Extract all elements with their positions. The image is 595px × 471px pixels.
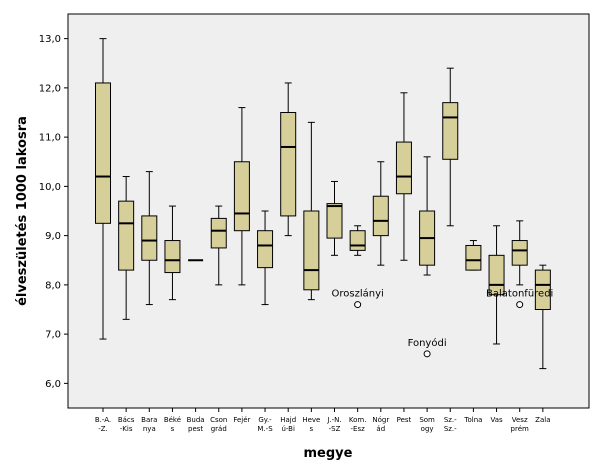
y-tick-label: 13,0 [39, 34, 61, 45]
box-18 [511, 220, 528, 286]
outlier-point [516, 301, 524, 309]
y-tick-label: 7,0 [45, 330, 61, 341]
x-tick-label: Nógr [372, 416, 389, 424]
outlier-label: Balatonfüredi [486, 289, 553, 300]
x-tick-label: Bara [141, 416, 157, 424]
boxes-layer [95, 38, 551, 370]
outlier-label: Fonyódi [408, 337, 447, 349]
x-tick-label: grád [211, 425, 227, 433]
x-tick-label: Hajd [280, 416, 296, 424]
x-tick-label: Sz.- [444, 416, 457, 424]
x-axis-title: megye [304, 446, 353, 461]
box-16 [465, 240, 482, 271]
outlier-label: Oroszlányi [332, 288, 384, 300]
y-axis-title: élveszületés 1000 lakosra [15, 116, 30, 306]
x-tick-label: Gy.- [258, 416, 272, 424]
box-body [349, 230, 366, 251]
box-7 [257, 210, 274, 306]
x-tick-label: Sz.- [444, 425, 457, 433]
box-6 [233, 107, 250, 286]
y-tick-label: 12,0 [39, 83, 61, 94]
box-body [395, 141, 412, 195]
x-tick-label: Cson [210, 416, 227, 424]
x-tick-label: Kom. [349, 416, 367, 424]
box-body [210, 217, 227, 249]
outliers-layer: Oroszlányi Fonyódi Balatonfüredi [332, 288, 553, 358]
box-body [442, 102, 459, 160]
box-10 [326, 180, 343, 256]
x-tick-label: ú-Bi [281, 425, 295, 433]
y-axis: 6,0 7,0 8,0 9,0 10,0 11,0 12,0 13,0 [39, 34, 68, 390]
x-tick-label: Pest [397, 416, 412, 424]
x-tick-label: prém [511, 425, 529, 433]
x-tick-label: -Z. [98, 425, 108, 433]
box-12 [372, 161, 389, 266]
box-14 [419, 156, 436, 276]
x-axis: B.-A.-Z.Bács-KisBaranyaBékésBudapestCson… [95, 408, 551, 433]
box-2 [141, 171, 158, 306]
x-tick-label: Bács [118, 416, 135, 424]
box-body [118, 200, 135, 271]
x-tick-label: Béké [164, 416, 181, 424]
box-8 [280, 82, 297, 237]
box-3 [164, 205, 181, 301]
box-body [511, 240, 528, 266]
box-body [303, 210, 320, 291]
x-tick-label: Vesz [512, 416, 528, 424]
x-tick-label: M.-S [257, 425, 273, 433]
box-body [280, 112, 297, 217]
y-tick-label: 11,0 [39, 133, 61, 144]
box-19 [534, 264, 551, 370]
x-tick-label: Buda [187, 416, 205, 424]
box-body [534, 269, 551, 311]
box-body [372, 195, 389, 237]
x-tick-label: Zala [535, 416, 550, 424]
x-tick-label: Som [419, 416, 435, 424]
box-body [257, 230, 274, 269]
y-tick-label: 9,0 [45, 231, 61, 242]
box-body [164, 240, 181, 274]
x-tick-label: ád [376, 425, 385, 433]
x-tick-label: Fejér [233, 416, 250, 424]
x-tick-label: -SZ [329, 425, 341, 433]
x-tick-label: s [310, 425, 314, 433]
box-15 [442, 67, 459, 227]
x-tick-label: -Kis [120, 425, 133, 433]
box-17 [488, 225, 505, 345]
x-tick-label: nya [143, 425, 156, 433]
x-tick-label: Vas [490, 416, 503, 424]
x-tick-label: -Esz [351, 425, 366, 433]
box-9 [303, 121, 320, 301]
outlier-point [354, 301, 362, 309]
box-11 [349, 225, 366, 256]
box-body [141, 215, 158, 261]
y-tick-label: 8,0 [45, 280, 61, 291]
x-tick-label: Heve [302, 416, 320, 424]
box-5 [210, 205, 227, 286]
box-body [326, 203, 343, 239]
box-body [465, 244, 482, 271]
x-tick-label: pest [188, 425, 203, 433]
box-body [233, 161, 250, 232]
x-tick-label: ogy [421, 425, 434, 433]
y-tick-label: 10,0 [39, 182, 61, 193]
outlier-point [423, 350, 431, 358]
x-tick-label: B.-A. [95, 416, 111, 424]
box-body [95, 82, 111, 224]
box-1 [118, 176, 135, 320]
y-tick-label: 6,0 [45, 379, 61, 390]
x-tick-label: J.-N. [326, 416, 341, 424]
x-tick-label: Tolna [463, 416, 482, 424]
box-13 [395, 92, 412, 261]
box-0 [95, 38, 111, 340]
x-tick-label: s [171, 425, 175, 433]
